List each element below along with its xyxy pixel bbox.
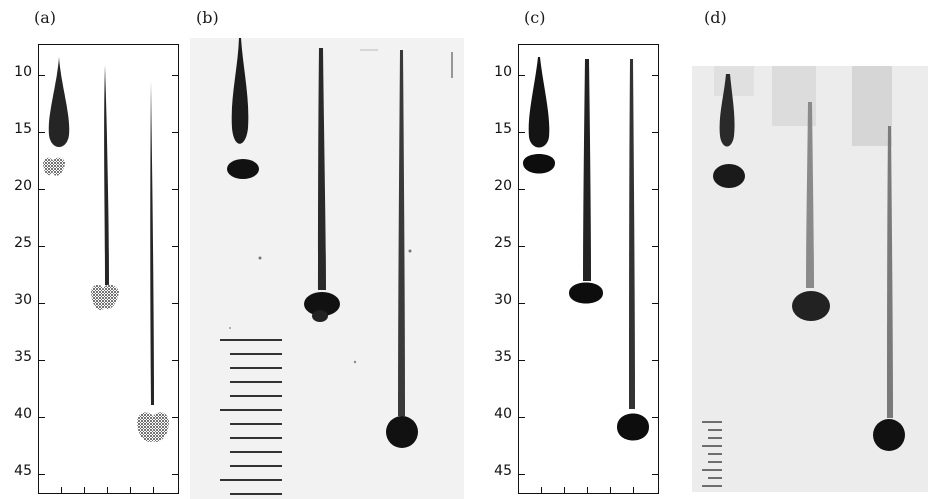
ytick — [172, 417, 178, 418]
ytick — [39, 132, 45, 133]
panel-d-photo — [692, 66, 928, 492]
tick-label-a-35: 35 — [14, 349, 32, 365]
ytick — [519, 303, 525, 304]
ytick — [652, 360, 658, 361]
ytick — [652, 303, 658, 304]
ytick — [39, 474, 45, 475]
ytick — [172, 189, 178, 190]
panel-a-plumes — [43, 57, 169, 443]
panel-label-c: (c) — [524, 8, 546, 27]
panel-c-plumes — [523, 57, 649, 441]
ytick — [172, 75, 178, 76]
xtick — [541, 487, 542, 493]
xtick — [61, 487, 62, 493]
ytick — [172, 474, 178, 475]
xtick — [633, 487, 634, 493]
tick-label-c-30: 30 — [494, 292, 512, 308]
ytick — [652, 132, 658, 133]
tick-label-c-20: 20 — [494, 178, 512, 194]
panel-d-plumes — [692, 66, 928, 492]
xtick — [610, 487, 611, 493]
xtick — [587, 487, 588, 493]
panel-b-plumes — [190, 38, 464, 499]
panel-c-plot — [518, 44, 659, 494]
xtick — [130, 487, 131, 493]
ytick — [39, 189, 45, 190]
ytick — [519, 246, 525, 247]
ytick — [519, 132, 525, 133]
panel-label-d: (d) — [704, 8, 727, 27]
tick-label-a-10: 10 — [14, 64, 32, 80]
ytick — [172, 132, 178, 133]
tick-label-c-25: 25 — [494, 235, 512, 251]
xtick — [107, 487, 108, 493]
tick-label-c-35: 35 — [494, 349, 512, 365]
ytick — [39, 246, 45, 247]
ytick — [172, 246, 178, 247]
ytick — [652, 474, 658, 475]
tick-label-c-10: 10 — [494, 64, 512, 80]
xtick — [153, 487, 154, 493]
ytick — [519, 417, 525, 418]
panel-b-photo — [190, 38, 464, 499]
xtick — [84, 487, 85, 493]
ytick — [652, 417, 658, 418]
tick-label-a-20: 20 — [14, 178, 32, 194]
ytick — [519, 189, 525, 190]
tick-label-c-40: 40 — [494, 406, 512, 422]
ytick — [519, 75, 525, 76]
tick-label-a-40: 40 — [14, 406, 32, 422]
panel-label-a: (a) — [34, 8, 57, 27]
ytick — [519, 360, 525, 361]
tick-label-c-45: 45 — [494, 463, 512, 479]
ytick — [519, 474, 525, 475]
tick-label-a-45: 45 — [14, 463, 32, 479]
ytick — [39, 360, 45, 361]
panel-a-plot — [38, 44, 179, 494]
xtick — [564, 487, 565, 493]
tick-label-a-30: 30 — [14, 292, 32, 308]
ytick — [39, 303, 45, 304]
ytick — [172, 360, 178, 361]
tick-label-a-25: 25 — [14, 235, 32, 251]
ytick — [652, 246, 658, 247]
ytick — [39, 417, 45, 418]
ytick — [172, 303, 178, 304]
ytick — [652, 75, 658, 76]
ytick — [39, 75, 45, 76]
tick-label-a-15: 15 — [14, 121, 32, 137]
ytick — [652, 189, 658, 190]
tick-label-c-15: 15 — [494, 121, 512, 137]
panel-label-b: (b) — [196, 8, 219, 27]
